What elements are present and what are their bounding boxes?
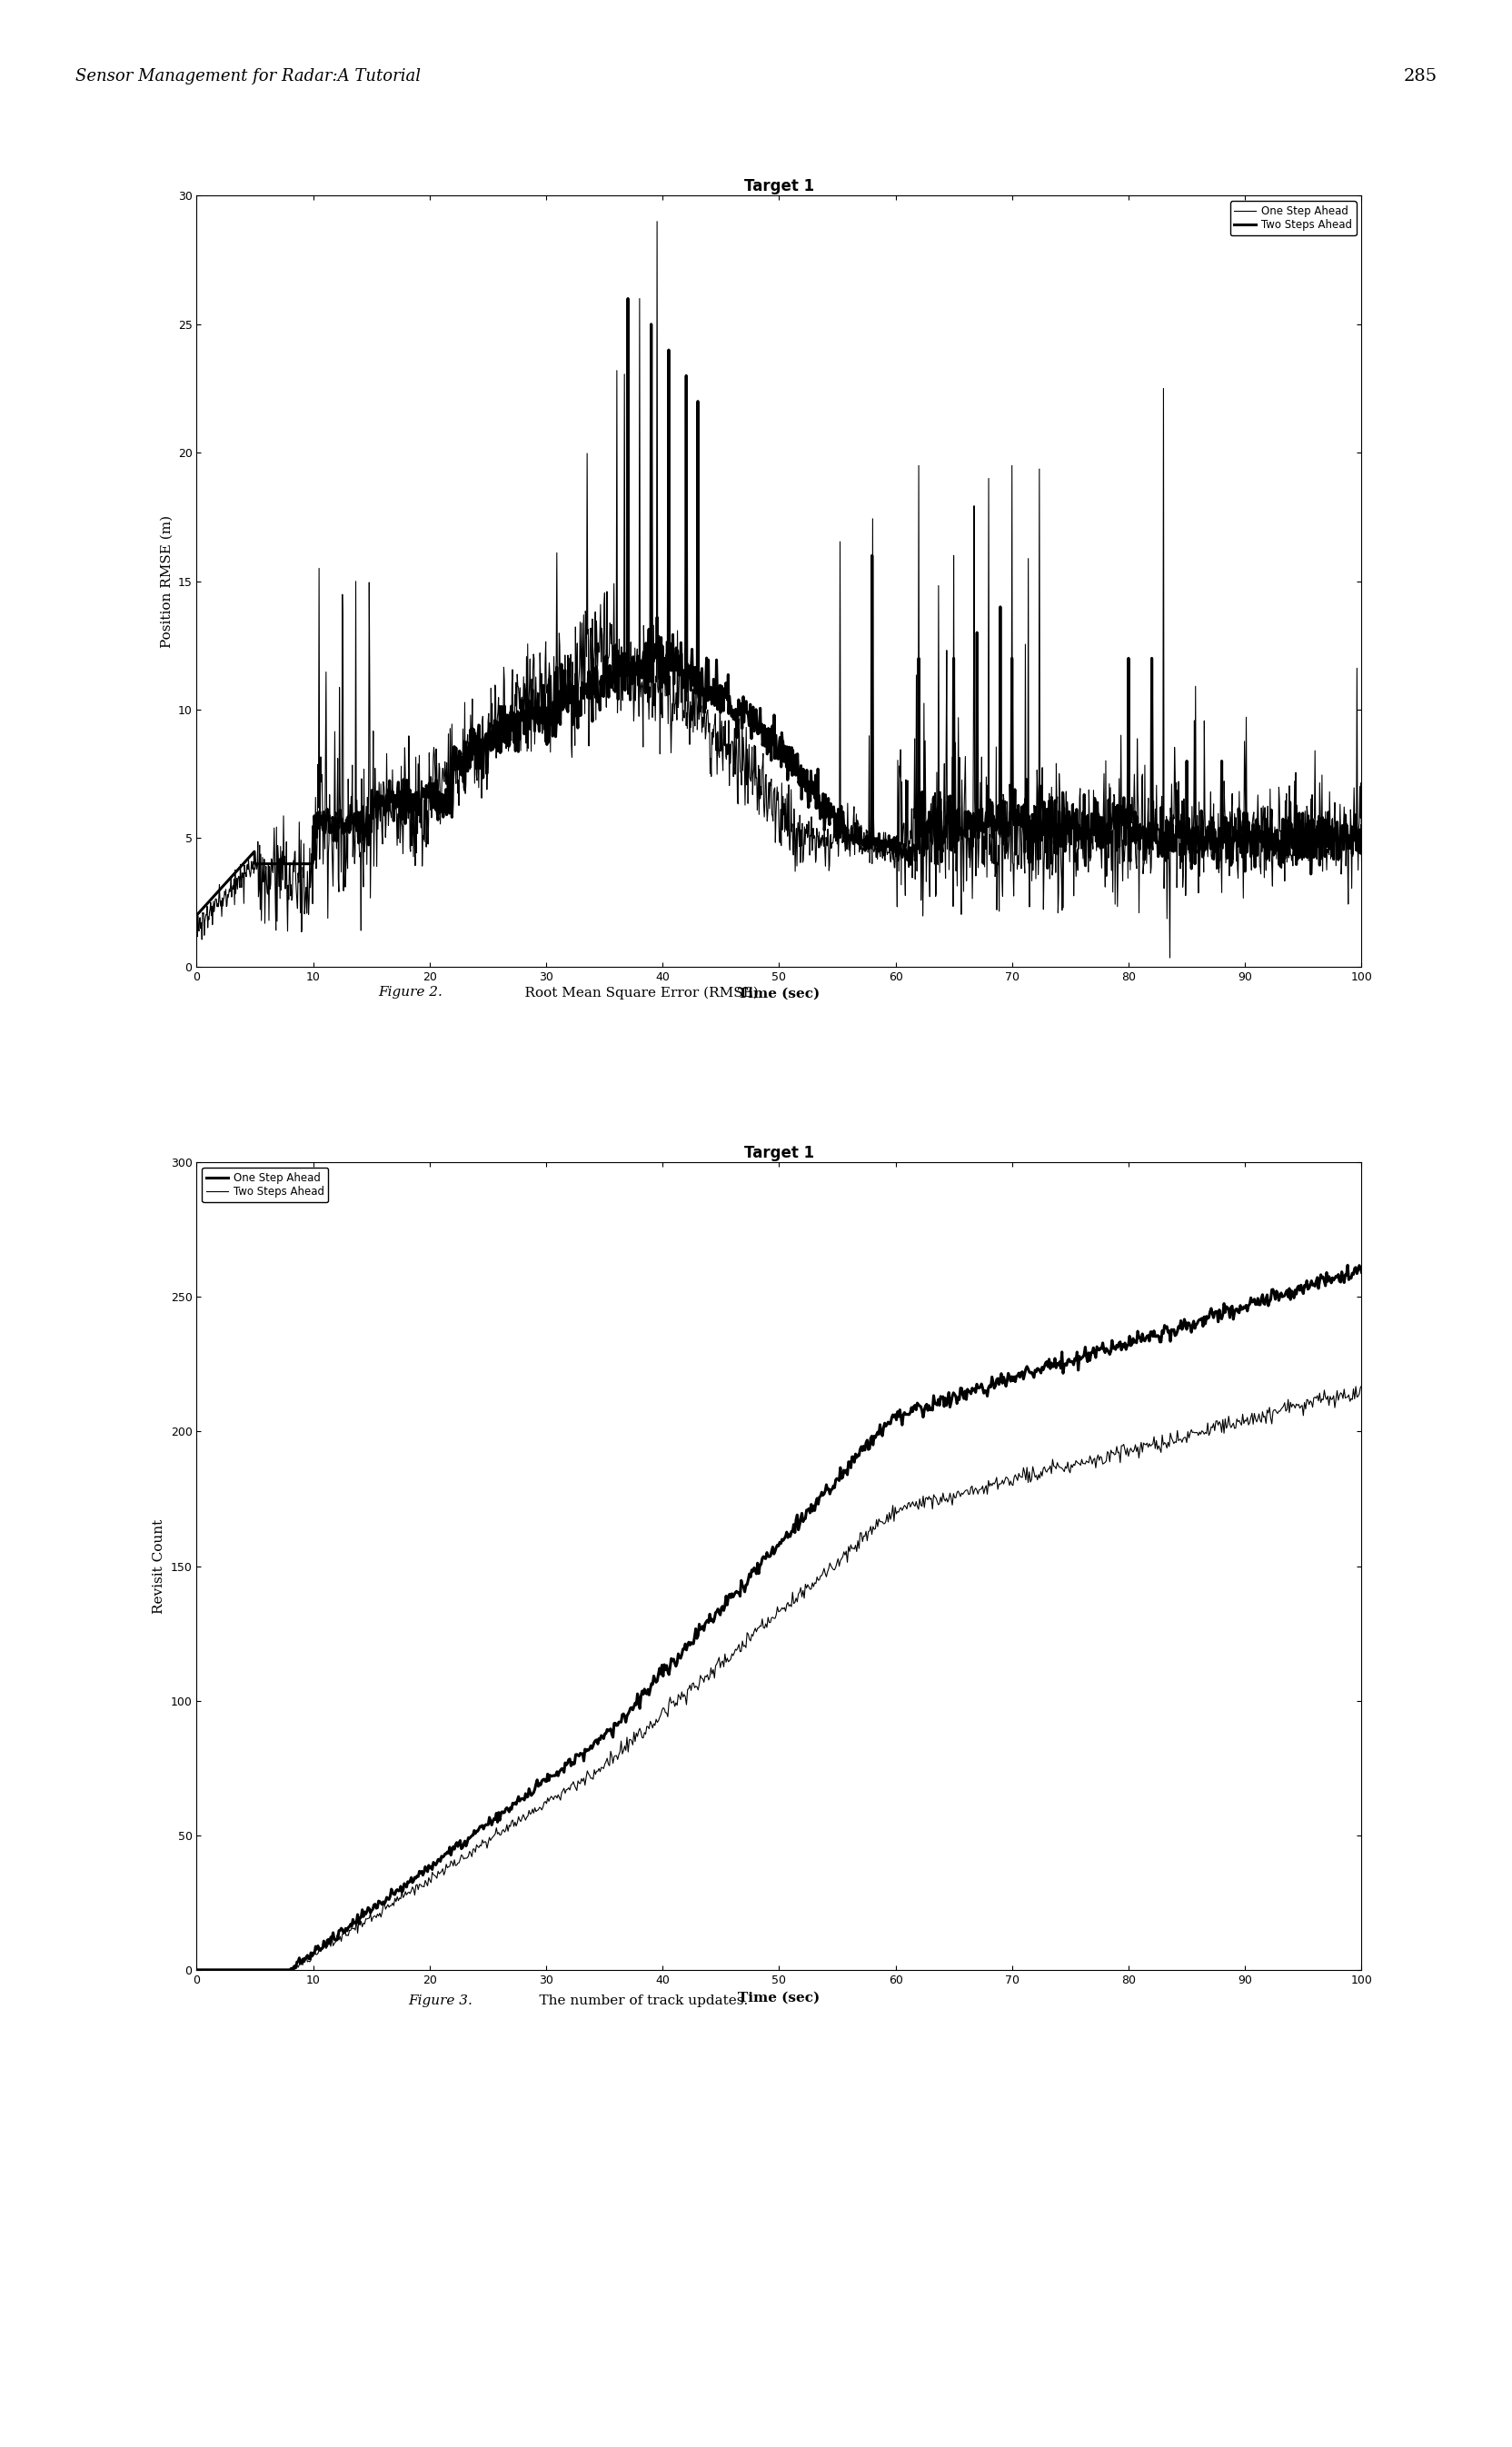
Y-axis label: Revisit Count: Revisit Count bbox=[153, 1520, 165, 1613]
Title: Target 1: Target 1 bbox=[744, 1145, 813, 1160]
Two Steps Ahead bbox=[658, 1703, 676, 1732]
Line: Two Steps Ahead: Two Steps Ahead bbox=[197, 1385, 1361, 1970]
Legend: One Step Ahead, Two Steps Ahead: One Step Ahead, Two Steps Ahead bbox=[1229, 201, 1355, 235]
One Step Ahead bbox=[987, 1365, 1005, 1395]
Text: 285: 285 bbox=[1403, 69, 1436, 86]
One Step Ahead bbox=[1318, 839, 1337, 869]
One Step Ahead bbox=[187, 1955, 206, 1985]
One Step Ahead bbox=[658, 1657, 676, 1686]
Y-axis label: Position RMSE (m): Position RMSE (m) bbox=[160, 514, 172, 648]
Two Steps Ahead bbox=[987, 1463, 1005, 1493]
One Step Ahead bbox=[1352, 1258, 1370, 1287]
One Step Ahead bbox=[1095, 1339, 1113, 1368]
One Step Ahead bbox=[1352, 847, 1370, 876]
One Step Ahead bbox=[187, 910, 206, 940]
Two Steps Ahead bbox=[1095, 1449, 1113, 1478]
Line: Two Steps Ahead: Two Steps Ahead bbox=[197, 299, 1361, 915]
Line: One Step Ahead: One Step Ahead bbox=[197, 1265, 1361, 1970]
Text: Root Mean Square Error (RMSE).: Root Mean Square Error (RMSE). bbox=[507, 986, 762, 998]
Text: Sensor Management for Radar:A Tutorial: Sensor Management for Radar:A Tutorial bbox=[76, 69, 420, 86]
Line: One Step Ahead: One Step Ahead bbox=[197, 223, 1361, 957]
X-axis label: Time (sec): Time (sec) bbox=[738, 1992, 820, 2004]
Text: The number of track updates.: The number of track updates. bbox=[522, 1994, 748, 2007]
Legend: One Step Ahead, Two Steps Ahead: One Step Ahead, Two Steps Ahead bbox=[203, 1167, 328, 1201]
One Step Ahead bbox=[307, 1931, 325, 1960]
Text: Figure 2.: Figure 2. bbox=[378, 986, 443, 998]
Two Steps Ahead bbox=[1105, 812, 1123, 842]
One Step Ahead bbox=[700, 1600, 718, 1630]
Two Steps Ahead bbox=[618, 284, 637, 313]
One Step Ahead bbox=[1116, 1334, 1134, 1363]
One Step Ahead bbox=[1160, 942, 1178, 971]
Two Steps Ahead bbox=[700, 1662, 718, 1691]
One Step Ahead bbox=[1105, 783, 1123, 812]
Two Steps Ahead bbox=[187, 1955, 206, 1985]
Two Steps Ahead bbox=[754, 722, 773, 751]
Title: Target 1: Target 1 bbox=[744, 179, 813, 193]
Two Steps Ahead bbox=[1352, 810, 1370, 839]
Two Steps Ahead bbox=[1318, 798, 1337, 827]
One Step Ahead bbox=[754, 790, 773, 820]
Two Steps Ahead bbox=[1116, 1441, 1134, 1471]
Two Steps Ahead bbox=[1352, 1370, 1370, 1400]
One Step Ahead bbox=[723, 727, 741, 756]
One Step Ahead bbox=[1318, 832, 1337, 861]
Two Steps Ahead bbox=[187, 900, 206, 930]
Text: Figure 3.: Figure 3. bbox=[408, 1994, 473, 2007]
Two Steps Ahead bbox=[307, 1940, 325, 1970]
Two Steps Ahead bbox=[1318, 832, 1337, 861]
Two Steps Ahead bbox=[246, 849, 265, 878]
One Step Ahead bbox=[246, 849, 265, 878]
Two Steps Ahead bbox=[723, 697, 741, 727]
One Step Ahead bbox=[1338, 1250, 1356, 1280]
One Step Ahead bbox=[647, 208, 665, 237]
X-axis label: Time (sec): Time (sec) bbox=[738, 989, 820, 1001]
